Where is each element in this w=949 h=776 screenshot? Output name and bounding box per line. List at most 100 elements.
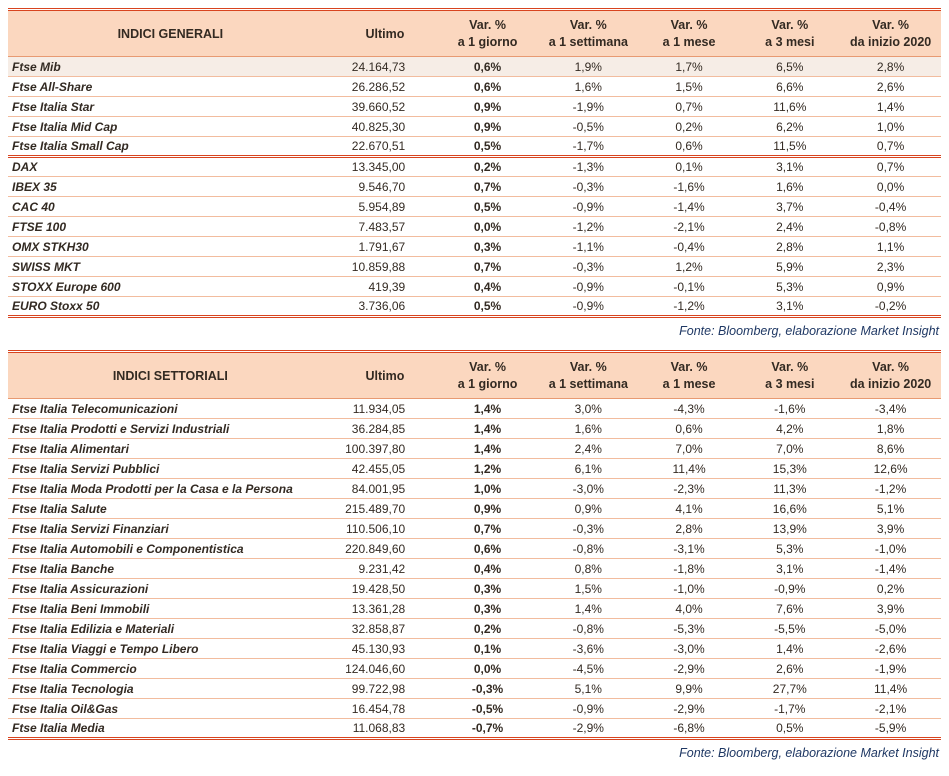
var-value: -0,3% [537,518,639,539]
var-value: 1,2% [638,256,740,277]
var-value: -2,1% [840,698,941,719]
var-value: -2,3% [638,478,740,499]
var-value: -2,9% [638,698,740,719]
index-name: Ftse Italia Small Cap [8,136,333,157]
var-value: 3,1% [739,155,841,177]
var-value: 0,7% [840,155,941,177]
var-value: 7,6% [739,598,841,619]
var-value: -0,2% [840,296,941,317]
index-name: Ftse Italia Star [8,96,333,117]
index-name: Ftse Italia Servizi Pubblici [8,458,333,479]
table-row: SWISS MKT 10.859,88 0,7% -0,3% 1,2% 5,9% 2,3% [8,256,941,277]
table-row: Ftse Mib 24.164,73 0,6% 1,9% 1,7% 6,5% 2,8% [8,56,941,77]
var-value: 0,1% [437,638,538,659]
var-value: 0,2% [437,618,538,639]
var-value: 0,7% [437,518,538,539]
var-value: 0,6% [437,76,538,97]
ultimo-value: 16.454,78 [332,698,438,719]
table-row: Ftse Italia Beni Immobili 13.361,28 0,3% 1,… [8,598,941,619]
index-name: Ftse Italia Mid Cap [8,116,333,137]
table-row: OMX STKH30 1.791,67 0,3% -1,1% -0,4% 2,8% 1,1% [8,236,941,257]
var-value: -1,9% [537,96,639,117]
ultimo-value: 84.001,95 [332,478,438,499]
table-row: Ftse Italia Servizi Finanziari 110.506,10… [8,518,941,539]
var-value: 6,2% [739,116,841,137]
var-value: 2,4% [537,438,639,459]
var-value: 7,0% [638,438,740,459]
var-value: 0,5% [437,296,538,317]
var-value: -0,9% [537,698,639,719]
var-value: 0,6% [638,136,740,157]
var-value: -0,8% [537,538,639,559]
ultimo-value: 220.849,60 [332,538,438,559]
var-value: 1,9% [537,56,639,77]
var-value: 1,4% [437,418,538,439]
table-row: Ftse Italia Viaggi e Tempo Libero 45.130,… [8,638,941,659]
table-row: Ftse Italia Tecnologia 99.722,98 -0,3% 5,1%… [8,678,941,699]
var-value: 0,4% [437,558,538,579]
table-row: Ftse Italia Automobili e Componentistica… [8,538,941,559]
ultimo-value: 10.859,88 [332,256,438,277]
var-value: 3,9% [840,598,941,619]
var-value: 1,4% [840,96,941,117]
var-value: 0,1% [638,155,740,177]
var-value: -1,6% [638,176,740,197]
var-value: 11,3% [739,478,841,499]
index-name: Ftse Italia Salute [8,498,333,519]
var-value: 0,7% [840,136,941,157]
var-value: -2,6% [840,638,941,659]
ultimo-value: 419,39 [332,276,438,297]
var-value: -0,5% [437,698,538,719]
var-value: -0,9% [739,578,841,599]
var-value: 1,6% [537,418,639,439]
var-value: 1,4% [437,438,538,459]
var-value: 0,9% [437,96,538,117]
header-row: INDICI SETTORIALI Ultimo Var. % a 1 giorno V… [8,350,941,399]
index-name: Ftse Italia Tecnologia [8,678,333,699]
index-name: Ftse Italia Beni Immobili [8,598,333,619]
table-row: Ftse Italia Assicurazioni 19.428,50 0,3% 1,… [8,578,941,599]
ultimo-value: 9.546,70 [332,176,438,197]
var-value: -1,0% [638,578,740,599]
table-row: Ftse Italia Moda Prodotti per la Casa e … [8,478,941,499]
var-value: -1,9% [840,658,941,679]
var-value: 0,9% [437,116,538,137]
var-value: 0,9% [840,276,941,297]
var-value: 0,7% [437,176,538,197]
var-value: -1,4% [638,196,740,217]
var-value: 11,6% [739,96,841,117]
var-value: 5,1% [537,678,639,699]
var-value: 5,1% [840,498,941,519]
var-value: 1,0% [840,116,941,137]
var-value: -0,3% [537,176,639,197]
table-row: Ftse Italia Commercio 124.046,60 0,0% -4,5%… [8,658,941,679]
var-value: 15,3% [739,458,841,479]
var-value: 5,3% [739,276,841,297]
var-value: -5,3% [638,618,740,639]
var-value: -0,3% [437,678,538,699]
var-value: 1,1% [840,236,941,257]
table-row: Ftse Italia Star 39.660,52 0,9% -1,9% 0,7% 11… [8,96,941,117]
var-value: 1,5% [638,76,740,97]
var-value: -1,6% [739,398,841,419]
ultimo-value: 13.345,00 [332,155,438,177]
table-row: Ftse All-Share 26.286,52 0,6% 1,6% 1,5% 6,6% 2… [8,76,941,97]
var-value: 4,0% [638,598,740,619]
table-title: INDICI SETTORIALI [8,350,333,399]
ultimo-value: 26.286,52 [332,76,438,97]
table-row: IBEX 35 9.546,70 0,7% -0,3% -1,6% 1,6% 0,0% [8,176,941,197]
source-caption: Fonte: Bloomberg, elaborazione Market In… [679,746,939,760]
table-row: CAC 40 5.954,89 0,5% -0,9% -1,4% 3,7% -0,4% [8,196,941,217]
var-value: 1,2% [437,458,538,479]
ultimo-value: 19.428,50 [332,578,438,599]
var-value: 4,2% [739,418,841,439]
var-value: 0,0% [437,658,538,679]
index-name: OMX STKH30 [8,236,333,257]
index-name: Ftse Italia Media [8,718,333,739]
var-value: 11,4% [638,458,740,479]
table-row: Ftse Italia Small Cap 22.670,51 0,5% -1,7% 0… [8,136,941,157]
var-value: -1,8% [638,558,740,579]
var-value: 4,1% [638,498,740,519]
col-header-var: Var. % a 1 giorno [437,350,538,399]
table-row: Ftse Italia Prodotti e Servizi Industria… [8,418,941,439]
